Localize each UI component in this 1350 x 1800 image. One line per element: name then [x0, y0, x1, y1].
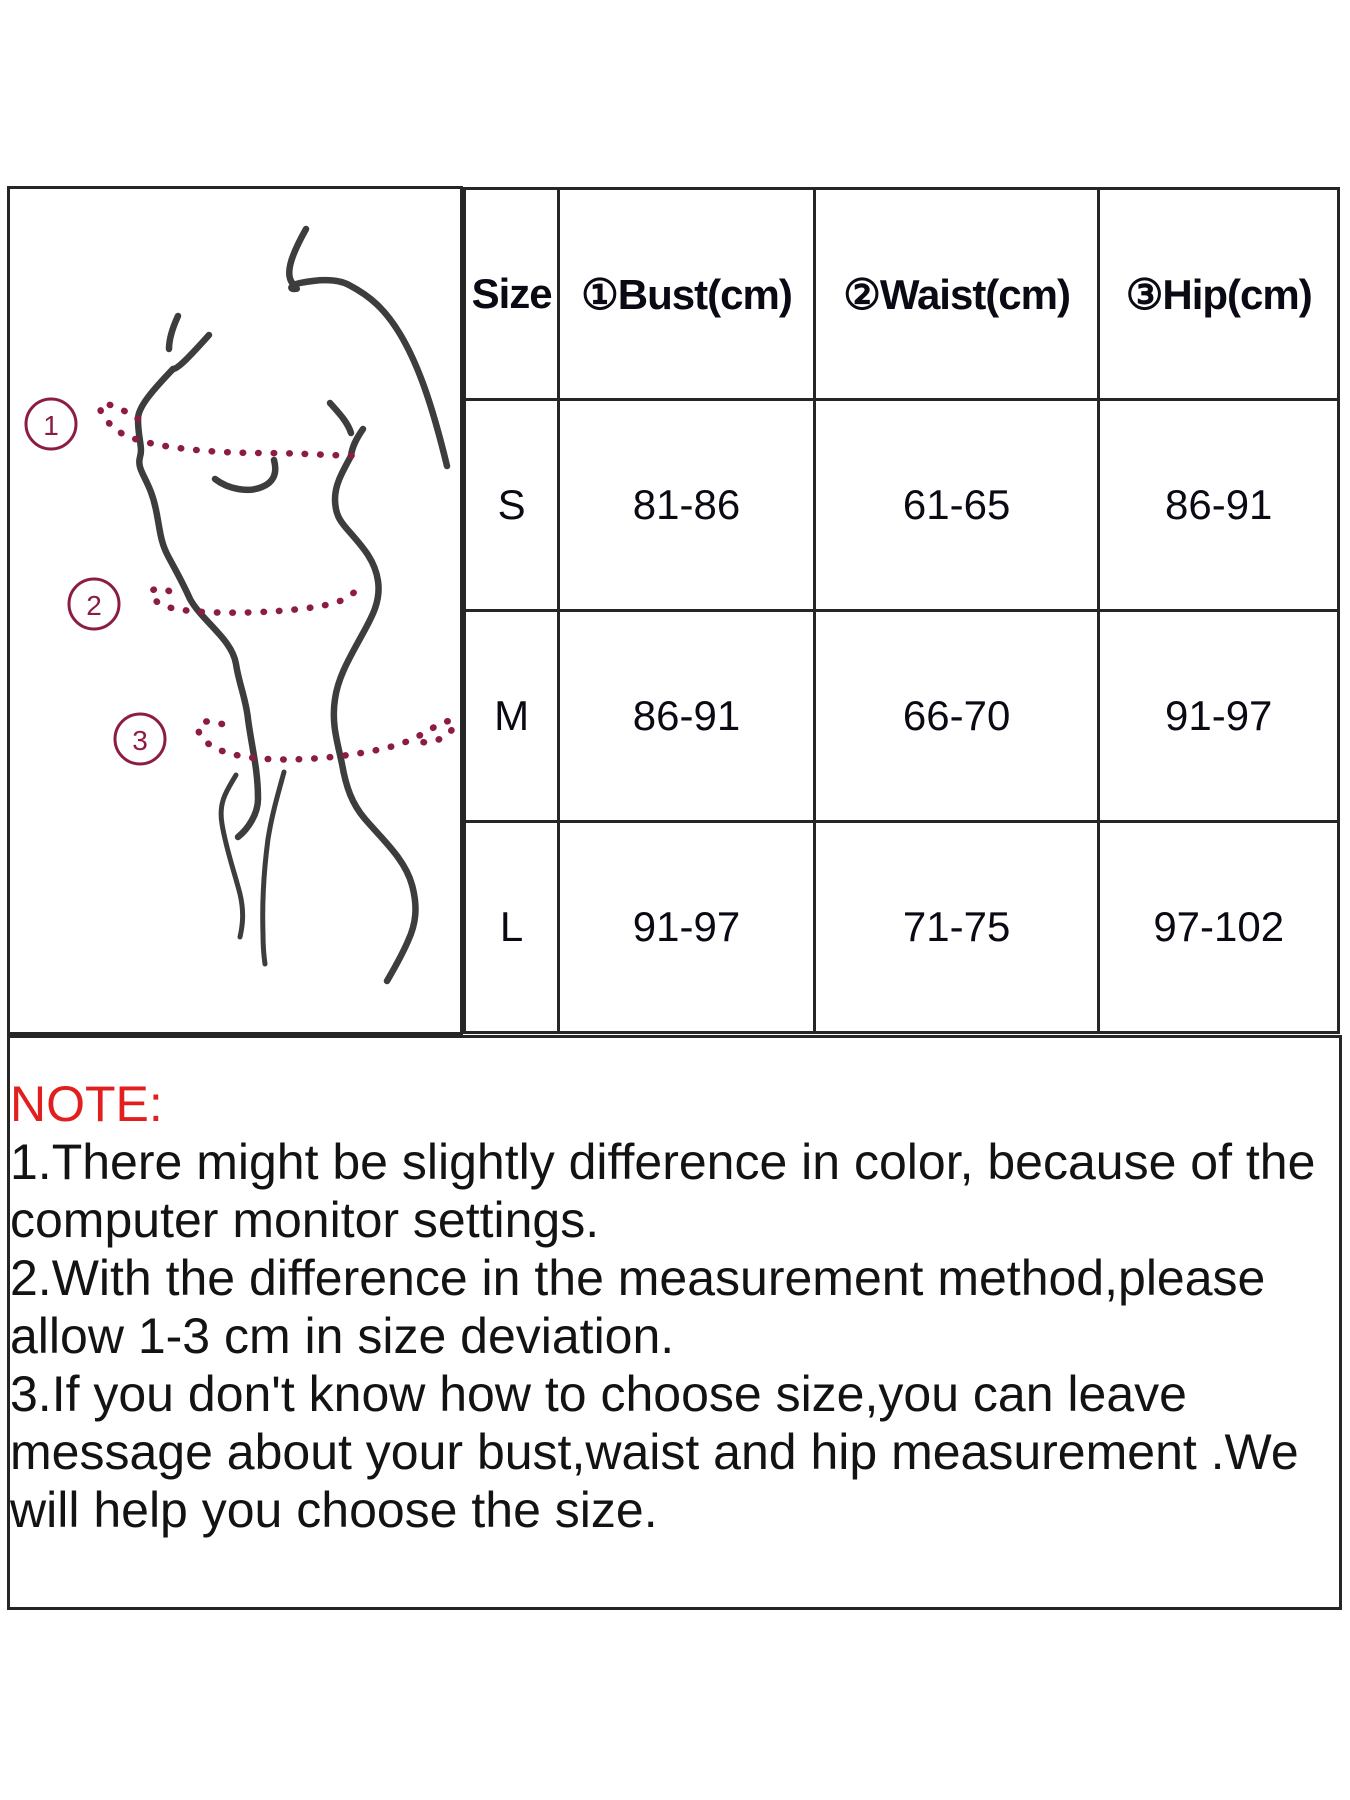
- svg-text:3: 3: [132, 725, 148, 756]
- svg-text:2: 2: [86, 590, 102, 621]
- svg-text:1: 1: [43, 410, 59, 441]
